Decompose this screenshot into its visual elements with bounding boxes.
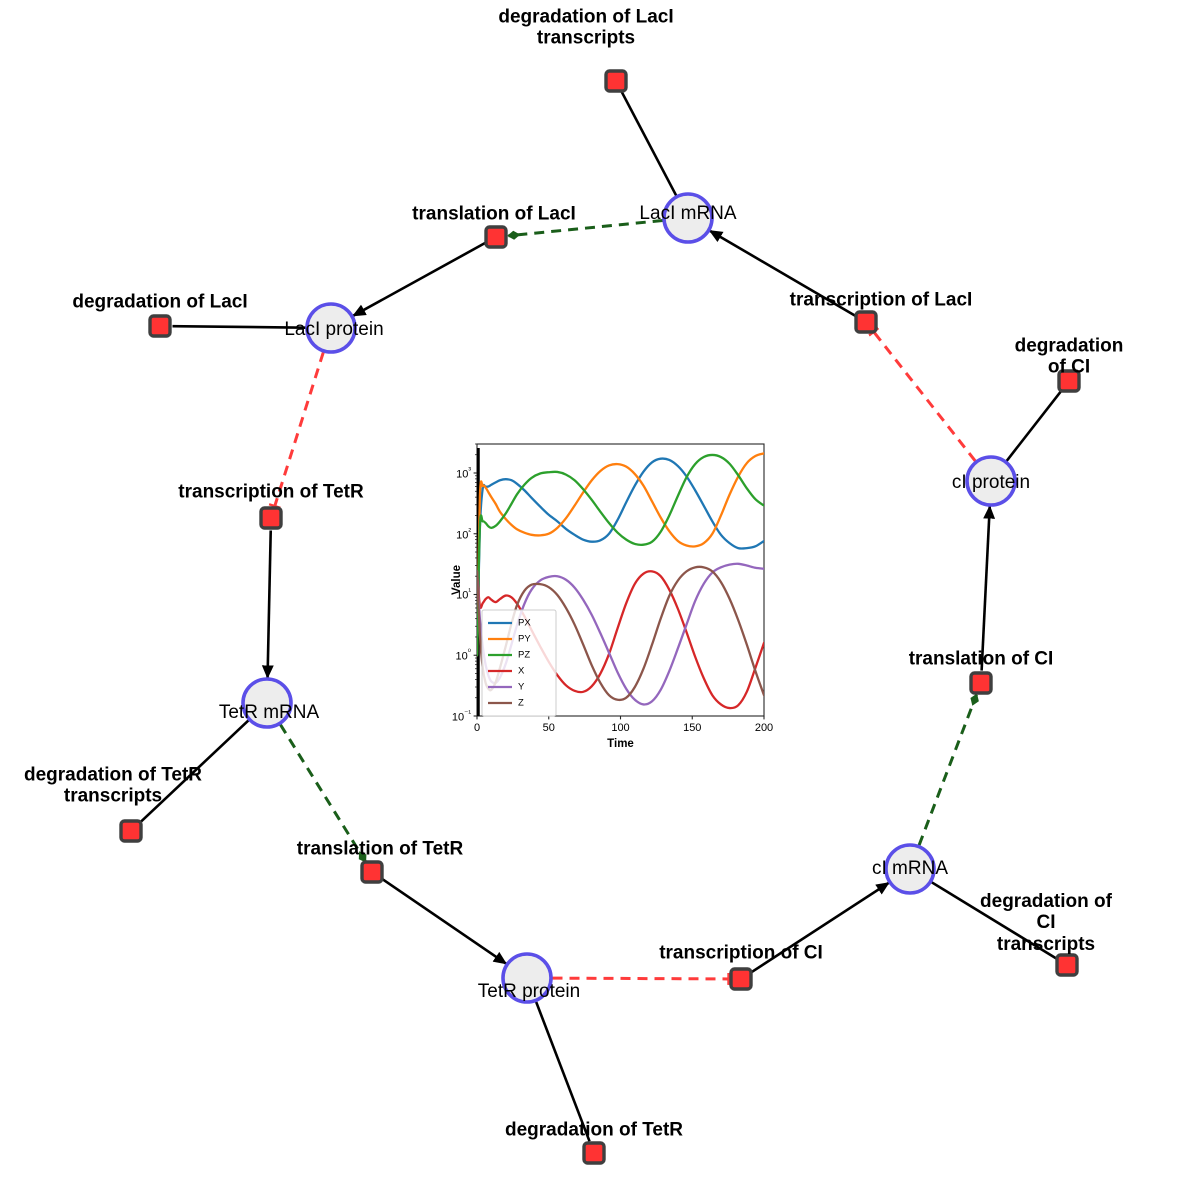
reaction-node-deg_tetR_tx[interactable] [119,819,143,843]
x-tick-label: 150 [683,722,702,734]
species-circle[interactable] [501,952,553,1004]
reaction-square[interactable] [1055,953,1079,977]
edge-deg_lacI_tx-to-lacI_mrna [620,91,678,197]
reaction-node-tx_cI[interactable] [729,967,753,991]
edge-tetR_mrna-to-deg_tetR_tx [139,719,250,824]
y-tick-label: 10³ [456,465,471,481]
reaction-node-deg_cI[interactable] [1057,369,1081,393]
reaction-square[interactable] [119,819,143,843]
species-node-tetR_prot[interactable] [501,952,553,1004]
legend-label-X: X [518,665,525,677]
reaction-square[interactable] [729,967,753,991]
reaction-node-trl_cI[interactable] [969,671,993,695]
reaction-square[interactable] [582,1141,606,1165]
reaction-node-tx_lacI[interactable] [854,310,878,334]
y-tick-label: 10⁰ [455,647,471,663]
reaction-square[interactable] [360,860,384,884]
edge-trl_tetR-to-tetR_prot [381,877,508,965]
reaction-square[interactable] [969,671,993,695]
reaction-square[interactable] [1057,369,1081,393]
edge-tx_cI-to-cI_mrna [750,881,890,974]
reaction-square[interactable] [854,310,878,334]
reaction-node-trl_lacI[interactable] [484,225,508,249]
edge-lacI_prot-to-tx_tetR [268,351,325,510]
edge-cI_mrna-to-trl_cI [917,693,979,846]
y-tick-label: 10¹ [456,587,471,602]
reaction-node-deg_tetR[interactable] [582,1141,606,1165]
edge-tetR_prot-to-deg_tetR [534,1001,591,1142]
inset-timeseries-plot: PX PY PZ X Y Z 0 50 100 150 200 10⁻¹ 10⁰ 10¹ 10² 10³ Tim… [440,430,774,760]
edge-tx_tetR-to-tetR_mrna [261,530,274,679]
species-node-lacI_prot[interactable] [305,302,357,354]
reaction-node-deg_cI_tx[interactable] [1055,953,1079,977]
species-circle[interactable] [662,192,714,244]
edge-layer [139,91,1063,1142]
legend-label-PZ: PZ [518,649,531,661]
edge-cI_mrna-to-deg_cI_tx [931,881,1058,960]
edge-trl_lacI-to-lacI_mrna [507,219,663,240]
legend-label-Z: Z [518,697,524,709]
reaction-square[interactable] [259,506,283,530]
edge-tetR_prot-to-tx_cI [552,972,730,985]
reaction-node-tx_tetR[interactable] [259,506,283,530]
reaction-square[interactable] [604,69,628,93]
species-node-cI_prot[interactable] [965,455,1017,507]
y-tick-label: 10⁻¹ [451,708,471,724]
reaction-node-trl_tetR[interactable] [360,860,384,884]
x-tick-label: 100 [611,722,630,734]
species-circle[interactable] [884,843,936,895]
legend-label-Y: Y [518,681,525,693]
x-tick-label: 0 [473,722,481,734]
edge-trl_cI-to-cI_prot [980,505,996,671]
y-axis-title: Value [451,564,464,596]
series-line-PX [477,457,764,657]
edge-deg_lacI-to-lacI_prot [172,324,306,330]
node-layer [119,69,1081,1165]
edge-deg_cI-to-cI_prot [1005,390,1063,462]
x-axis-title: Time [607,738,634,750]
reaction-node-deg_lacI_tx[interactable] [604,69,628,93]
species-circle[interactable] [305,302,357,354]
reaction-square[interactable] [148,314,172,338]
plot-svg [440,430,770,760]
series-line-PY [477,452,764,657]
x-tick-label: 200 [754,722,774,734]
series-line-PZ [477,453,764,657]
legend-label-PY: PY [518,633,531,645]
plot-legend [481,609,557,717]
y-tick-label: 10² [456,526,471,542]
x-tick-label: 50 [542,722,555,734]
species-circle[interactable] [965,455,1017,507]
edge-tetR_mrna-to-trl_tetR [279,723,367,863]
reaction-square[interactable] [484,225,508,249]
species-node-lacI_mrna[interactable] [662,192,714,244]
edge-cI_prot-to-tx_lacI [868,327,977,462]
species-circle[interactable] [241,677,293,729]
legend-box [481,609,557,717]
edge-tx_lacI-to-lacI_mrna [708,229,856,317]
series-line-X [477,570,764,710]
legend-label-PX: PX [518,617,531,629]
reaction-node-deg_lacI[interactable] [148,314,172,338]
species-node-tetR_mrna[interactable] [241,677,293,729]
edge-trl_lacI-to-lacI_prot [352,241,486,317]
species-node-cI_mrna[interactable] [884,843,936,895]
